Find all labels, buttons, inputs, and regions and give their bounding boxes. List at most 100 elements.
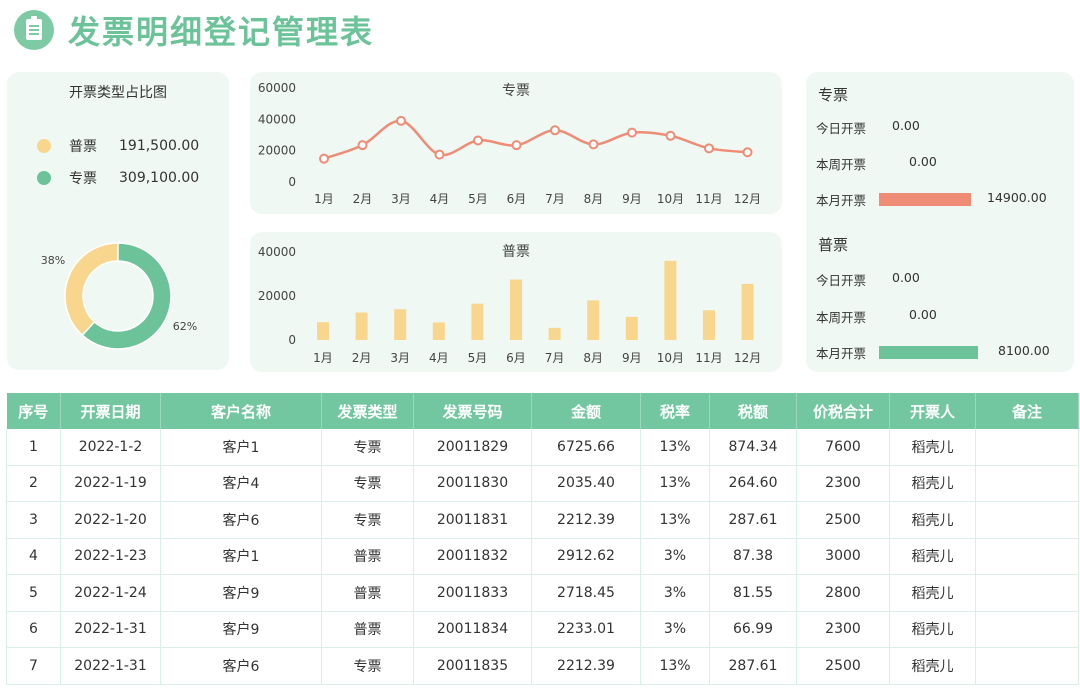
col-tax-header: 税额 xyxy=(709,393,797,429)
col-issuer-header: 开票人 xyxy=(889,393,976,429)
bar-chart-panel: 普票 0 20000 40000 1月 2月 3月 4月 5月 6月 7月 8月 9月 10月 11月 12月 xyxy=(250,232,782,372)
legend-name: 专票 xyxy=(69,171,97,187)
special-month-bar xyxy=(879,193,971,206)
col-remark-cell xyxy=(975,647,1079,685)
col-date-cell: 2022-1-20 xyxy=(60,501,161,539)
donut-label-normal: 38% xyxy=(41,254,65,267)
col-date-cell: 2022-1-31 xyxy=(60,647,161,685)
table-row[interactable]: 6 2022-1-31 客户9 普票 20011834 2233.01 3% 66.99 230… xyxy=(6,611,1079,648)
col-tax-cell: 264.60 xyxy=(709,465,797,502)
col-index-header: 序号 xyxy=(6,393,61,429)
bar-1 xyxy=(317,322,329,340)
pie-chart-title: 开票类型占比图 xyxy=(69,85,167,101)
col-remark-cell xyxy=(975,574,1079,612)
col-tax-rate-cell: 13% xyxy=(640,465,710,502)
col-number-cell: 20011829 xyxy=(413,429,532,466)
x-tick-label: 10月 xyxy=(657,192,684,206)
bar-5 xyxy=(471,303,484,340)
col-date-cell: 2022-1-24 xyxy=(60,574,161,612)
line-point xyxy=(665,130,676,141)
bar-11 xyxy=(703,310,715,340)
x-tick-label: 11月 xyxy=(695,192,722,206)
col-index-cell: 7 xyxy=(6,647,61,685)
x-tick-label: 8月 xyxy=(583,351,603,365)
col-total-cell: 2500 xyxy=(796,501,890,539)
special-month-value: 14900.00 xyxy=(987,190,1047,205)
col-number-cell: 20011835 xyxy=(413,647,532,685)
col-customer-cell: 客户9 xyxy=(160,574,322,612)
y-tick-label: 0 xyxy=(288,333,296,347)
col-issuer-cell: 稻壳儿 xyxy=(889,465,976,502)
col-type-cell: 专票 xyxy=(321,647,414,685)
x-tick-label: 1月 xyxy=(313,351,333,365)
legend-value: 191,500.00 xyxy=(119,138,200,154)
normal-week-value: 0.00 xyxy=(909,307,937,322)
col-type-header: 发票类型 xyxy=(321,393,414,429)
donut-chart: 38% 62% xyxy=(41,242,197,350)
col-type-cell: 普票 xyxy=(321,574,414,612)
pie-chart-panel: 开票类型占比图 普票 191,500.00 专票 309,100.00 38% 6… xyxy=(7,72,229,370)
col-number-cell: 20011831 xyxy=(413,501,532,539)
table-row[interactable]: 3 2022-1-20 客户6 专票 20011831 2212.39 13% 287.61 2… xyxy=(6,501,1079,539)
col-index-cell: 1 xyxy=(6,429,61,466)
col-type-cell: 普票 xyxy=(321,538,414,575)
normal-week-label: 本周开票 xyxy=(816,310,867,325)
x-tick-label: 4月 xyxy=(429,351,449,365)
bar-6 xyxy=(510,279,522,340)
col-tax-cell: 874.34 xyxy=(709,429,797,466)
x-tick-label: 8月 xyxy=(584,192,604,206)
col-index-cell: 5 xyxy=(6,574,61,612)
x-tick-label: 4月 xyxy=(430,192,450,206)
normal-today-label: 今日开票 xyxy=(816,273,867,288)
line-point xyxy=(550,125,560,136)
table-row[interactable]: 2 2022-1-19 客户4 专票 20011830 2035.40 13% 264.60 2… xyxy=(6,465,1079,502)
line-point xyxy=(473,135,483,146)
x-tick-label: 6月 xyxy=(507,192,527,206)
bar-8 xyxy=(587,300,600,340)
col-amount-cell: 2912.62 xyxy=(531,538,641,575)
x-tick-label: 2月 xyxy=(352,351,372,365)
line-chart-panel: 专票 0 20000 40000 60000 1月 2月 3月 4月 5月 6月 7月 8月 9月 10月 1… xyxy=(250,72,782,214)
legend-value: 309,100.00 xyxy=(119,170,200,186)
col-total-cell: 2500 xyxy=(796,647,890,685)
x-tick-label: 11月 xyxy=(695,351,722,365)
legend-name: 普票 xyxy=(69,139,97,155)
col-remark-cell xyxy=(975,611,1079,648)
bar-9 xyxy=(625,316,638,340)
line-chart: 专票 0 20000 40000 60000 1月 2月 3月 4月 5月 6月 7月 8月 9月 10月 1… xyxy=(258,81,761,206)
special-week-value: 0.00 xyxy=(909,154,937,169)
x-tick-label: 12月 xyxy=(734,351,761,365)
col-type-cell: 专票 xyxy=(321,465,414,502)
line-point xyxy=(627,127,637,138)
x-tick-label: 10月 xyxy=(657,351,684,365)
table-row[interactable]: 1 2022-1-2 客户1 专票 20011829 6725.66 13% 874.34 76… xyxy=(6,429,1079,466)
table-row[interactable]: 7 2022-1-31 客户6 专票 20011835 2212.39 13% 287.61 2… xyxy=(6,647,1079,685)
col-date-cell: 2022-1-2 xyxy=(60,429,161,466)
col-index-cell: 3 xyxy=(6,501,61,539)
table-row[interactable]: 4 2022-1-23 客户1 普票 20011832 2912.62 3% 87.38 300… xyxy=(6,538,1079,575)
x-tick-label: 7月 xyxy=(545,351,565,365)
col-remark-header: 备注 xyxy=(975,393,1079,429)
col-tax-cell: 66.99 xyxy=(709,611,797,648)
col-tax-cell: 287.61 xyxy=(709,501,797,539)
col-customer-header: 客户名称 xyxy=(160,393,322,429)
line-chart-title: 专票 xyxy=(502,83,530,99)
col-amount-cell: 2035.40 xyxy=(531,465,641,502)
table-row[interactable]: 5 2022-1-24 客户9 普票 20011833 2718.45 3% 81.55 280… xyxy=(6,574,1079,612)
col-date-cell: 2022-1-31 xyxy=(60,611,161,648)
line-point xyxy=(319,153,329,164)
col-amount-cell: 2212.39 xyxy=(531,501,641,539)
col-customer-cell: 客户9 xyxy=(160,611,322,648)
donut-slice-normal xyxy=(64,242,119,337)
col-amount-cell: 2212.39 xyxy=(531,647,641,685)
col-customer-cell: 客户6 xyxy=(160,647,322,685)
col-total-cell: 3000 xyxy=(796,538,890,575)
special-month-label: 本月开票 xyxy=(816,193,867,208)
normal-month-value: 8100.00 xyxy=(998,343,1050,358)
x-tick-label: 9月 xyxy=(622,192,642,206)
col-customer-cell: 客户6 xyxy=(160,501,322,539)
donut-slice-special xyxy=(81,242,172,350)
col-total-cell: 2800 xyxy=(796,574,890,612)
col-tax-rate-header: 税率 xyxy=(640,393,710,429)
x-tick-label: 7月 xyxy=(545,192,565,206)
